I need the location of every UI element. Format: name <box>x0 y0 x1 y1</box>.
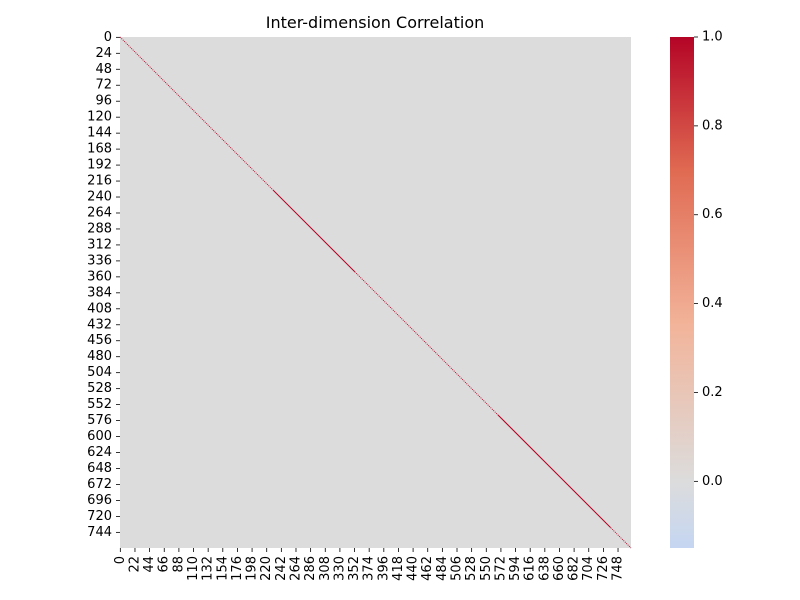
x-tick-label: 220 <box>259 556 274 581</box>
heatmap-plot-area <box>119 36 632 549</box>
x-tick-label: 660 <box>552 556 567 581</box>
x-tick-label: 154 <box>215 556 230 581</box>
x-tick-label: 198 <box>245 556 260 581</box>
x-tick-label: 616 <box>523 556 538 581</box>
y-tick-label: 192 <box>87 158 112 173</box>
y-tick-label: 384 <box>87 285 112 300</box>
x-tick-label: 0 <box>113 556 128 564</box>
x-tick-label: 550 <box>479 556 494 581</box>
y-tick-label: 264 <box>87 205 112 220</box>
heatmap-diagonal-segment <box>497 414 611 528</box>
x-tick-label: 66 <box>157 556 172 573</box>
y-tick-label: 480 <box>87 349 112 364</box>
y-tick-label: 0 <box>104 30 112 45</box>
x-tick-label: 462 <box>420 556 435 581</box>
x-tick-label: 528 <box>464 556 479 581</box>
x-tick-label: 726 <box>596 556 611 581</box>
y-tick-label: 648 <box>87 461 112 476</box>
x-tick-label: 22 <box>127 556 142 573</box>
y-tick-label: 288 <box>87 221 112 236</box>
x-tick-label: 748 <box>611 556 626 581</box>
x-tick-label: 330 <box>332 556 347 581</box>
y-tick-label: 216 <box>87 174 112 189</box>
x-tick-label: 506 <box>450 556 465 581</box>
y-tick-label: 600 <box>87 429 112 444</box>
x-tick-label: 704 <box>581 556 596 581</box>
y-tick-label: 432 <box>87 317 112 332</box>
y-tick-label: 120 <box>87 110 112 125</box>
x-tick-label: 242 <box>274 556 289 581</box>
y-tick-label: 168 <box>87 142 112 157</box>
x-tick-label: 132 <box>201 556 216 581</box>
y-tick-label: 72 <box>95 78 112 93</box>
heatmap-diagonal-segment <box>272 189 356 273</box>
y-tick-label: 696 <box>87 493 112 508</box>
y-tick-label: 624 <box>87 445 112 460</box>
x-tick-label: 572 <box>493 556 508 581</box>
x-tick-label: 308 <box>318 556 333 581</box>
chart-title: Inter-dimension Correlation <box>266 13 485 32</box>
x-tick-label: 594 <box>508 556 523 581</box>
colorbar-tick-label: 0.8 <box>702 118 723 133</box>
y-tick-label: 144 <box>87 126 112 141</box>
y-tick-label: 528 <box>87 381 112 396</box>
y-tick-label: 504 <box>87 365 112 380</box>
x-tick-label: 352 <box>347 556 362 581</box>
x-tick-label: 176 <box>230 556 245 581</box>
colorbar-tick-label: 0.2 <box>702 385 723 400</box>
x-tick-label: 682 <box>567 556 582 581</box>
x-tick-label: 484 <box>435 556 450 581</box>
y-tick-label: 336 <box>87 253 112 268</box>
x-tick-label: 88 <box>171 556 186 573</box>
y-tick-label: 312 <box>87 237 112 252</box>
x-tick-label: 418 <box>391 556 406 581</box>
x-tick-label: 440 <box>406 556 421 581</box>
x-tick-label: 374 <box>362 556 377 581</box>
colorbar: 1.0 0.8 0.6 0.4 0.2 0.0 <box>670 30 723 548</box>
y-tick-label: 360 <box>87 269 112 284</box>
x-tick-label: 638 <box>537 556 552 581</box>
x-tick-label: 264 <box>288 556 303 581</box>
y-tick-label: 24 <box>95 46 112 61</box>
y-axis: 0244872961201441681922162402642883123363… <box>87 30 120 540</box>
y-tick-label: 720 <box>87 509 112 524</box>
colorbar-tick-label: 0.4 <box>702 296 723 311</box>
colorbar-tick-label: 0.0 <box>702 474 723 489</box>
y-tick-label: 744 <box>87 525 112 540</box>
y-tick-label: 408 <box>87 301 112 316</box>
x-tick-label: 110 <box>186 556 201 581</box>
y-tick-label: 576 <box>87 413 112 428</box>
x-tick-label: 44 <box>142 556 157 573</box>
x-tick-label: 286 <box>303 556 318 581</box>
colorbar-tick-label: 0.6 <box>702 207 723 222</box>
colorbar-tick-label: 1.0 <box>702 30 723 45</box>
y-tick-label: 96 <box>95 94 112 109</box>
y-tick-label: 240 <box>87 190 112 205</box>
y-tick-label: 456 <box>87 333 112 348</box>
y-tick-label: 552 <box>87 397 112 412</box>
colorbar-gradient <box>670 37 694 548</box>
x-tick-label: 396 <box>376 556 391 581</box>
y-tick-label: 48 <box>95 62 112 77</box>
x-axis: 0 22 44 66 88 110 132 154 176 198 220 242 264 286 308 3… <box>113 548 626 581</box>
y-tick-label: 672 <box>87 477 112 492</box>
